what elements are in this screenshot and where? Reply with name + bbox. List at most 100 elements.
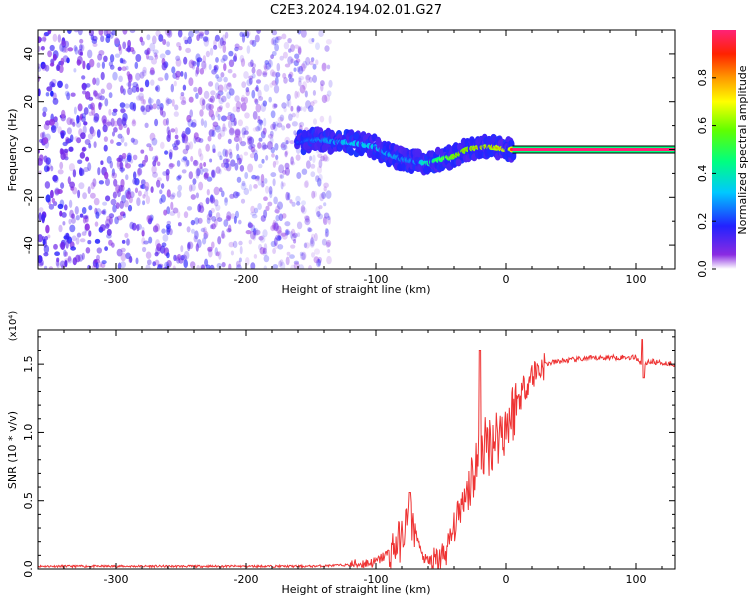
heatmap-cell [301, 207, 307, 215]
heatmap-cell [312, 90, 316, 96]
heatmap-cell [288, 48, 292, 53]
heatmap-cell [195, 243, 199, 252]
heatmap-cell [182, 84, 187, 91]
heatmap-cell [198, 33, 204, 39]
heatmap-cell [162, 234, 169, 242]
heatmap-cell [101, 61, 105, 69]
heatmap-cell [189, 109, 193, 118]
heatmap-cell [286, 251, 291, 256]
heatmap-cell [131, 85, 137, 93]
heatmap-cell [143, 240, 149, 245]
heatmap-cell [151, 165, 157, 174]
heatmap-cell [262, 127, 267, 135]
heatmap-cell [317, 177, 322, 187]
heatmap-cell [223, 219, 229, 227]
heatmap-cell [243, 151, 249, 156]
heatmap-cell [210, 194, 214, 203]
heatmap-cell [290, 244, 296, 249]
heatmap-cell [99, 95, 105, 101]
heatmap-cell [312, 154, 316, 164]
heatmap-cell [307, 105, 314, 113]
heatmap-cell [253, 227, 259, 237]
heatmap-cell [291, 228, 296, 236]
heatmap-cell [182, 148, 189, 155]
heatmap-cell [220, 72, 225, 78]
heatmap-cell [229, 127, 235, 134]
heatmap-cell [312, 74, 317, 83]
heatmap-cell [85, 247, 91, 254]
heatmap-cell [57, 126, 62, 134]
heatmap-cell [48, 266, 53, 269]
heatmap-cell [302, 81, 307, 90]
heatmap-cell [250, 230, 256, 240]
heatmap-cell [202, 99, 206, 106]
heatmap-cell [286, 230, 291, 235]
heatmap-cell [293, 239, 297, 244]
heatmap-cell [295, 195, 301, 203]
heatmap-cell [104, 171, 109, 180]
heatmap-cell [69, 134, 74, 143]
heatmap-cell [202, 237, 207, 245]
heatmap-cell [172, 207, 179, 214]
heatmap-cell [217, 93, 221, 100]
heatmap-cell [248, 239, 252, 245]
heatmap-cell [67, 47, 74, 52]
heatmap-cell [140, 184, 146, 190]
heatmap-cell [88, 230, 92, 237]
heatmap-cell [170, 201, 174, 211]
heatmap-cell [134, 178, 140, 186]
heatmap-cell [227, 82, 232, 87]
heatmap-cell [179, 94, 185, 101]
heatmap-cell [243, 96, 248, 104]
heatmap-cell [90, 192, 96, 199]
heatmap-cell [93, 89, 97, 95]
heatmap-cell [314, 248, 320, 255]
heatmap-cell [327, 249, 331, 253]
heatmap-cell [292, 232, 298, 238]
heatmap-cell [277, 201, 283, 210]
heatmap-cell [213, 44, 218, 50]
heatmap-cell [149, 42, 156, 52]
heatmap-cell [221, 230, 225, 239]
heatmap-cell [226, 228, 232, 233]
heatmap-cell [49, 44, 55, 52]
heatmap-cell [284, 167, 290, 176]
heatmap-cell [134, 61, 139, 69]
heatmap-cell [87, 49, 93, 59]
heatmap-cell [247, 222, 254, 229]
heatmap-cell [102, 119, 107, 126]
heatmap-cell [172, 146, 179, 151]
heatmap-cell [214, 218, 218, 228]
heatmap-cell [48, 203, 55, 210]
heatmap-cell [165, 168, 170, 176]
heatmap-cell [234, 43, 240, 49]
bottom-y-multiplier: (x10⁴) [8, 311, 19, 342]
heatmap-cell [43, 33, 47, 43]
heatmap-cell [319, 115, 325, 123]
heatmap-cell [274, 121, 279, 127]
heatmap-cell [214, 34, 220, 42]
heatmap-cell [120, 261, 126, 269]
heatmap-cell [234, 162, 239, 171]
heatmap-cell [283, 77, 288, 84]
heatmap-cell [287, 98, 292, 108]
heatmap-cell [192, 61, 197, 67]
heatmap-cell [109, 160, 114, 169]
heatmap-cell [47, 234, 51, 239]
heatmap-cell [285, 228, 290, 236]
heatmap-cell [228, 148, 233, 156]
heatmap-cell [156, 104, 161, 110]
heatmap-cell [73, 30, 79, 33]
heatmap-cell [54, 120, 59, 129]
heatmap-cell [219, 155, 223, 161]
heatmap-cell [146, 34, 151, 41]
heatmap-cell [299, 65, 304, 72]
heatmap-cell [181, 169, 187, 174]
heatmap-cell [168, 162, 174, 170]
heatmap-cell [224, 31, 229, 39]
heatmap-cell [260, 173, 265, 183]
heatmap-cell [309, 60, 314, 66]
heatmap-cell [203, 63, 207, 71]
heatmap-cell [203, 226, 207, 234]
heatmap-cell [261, 142, 267, 151]
